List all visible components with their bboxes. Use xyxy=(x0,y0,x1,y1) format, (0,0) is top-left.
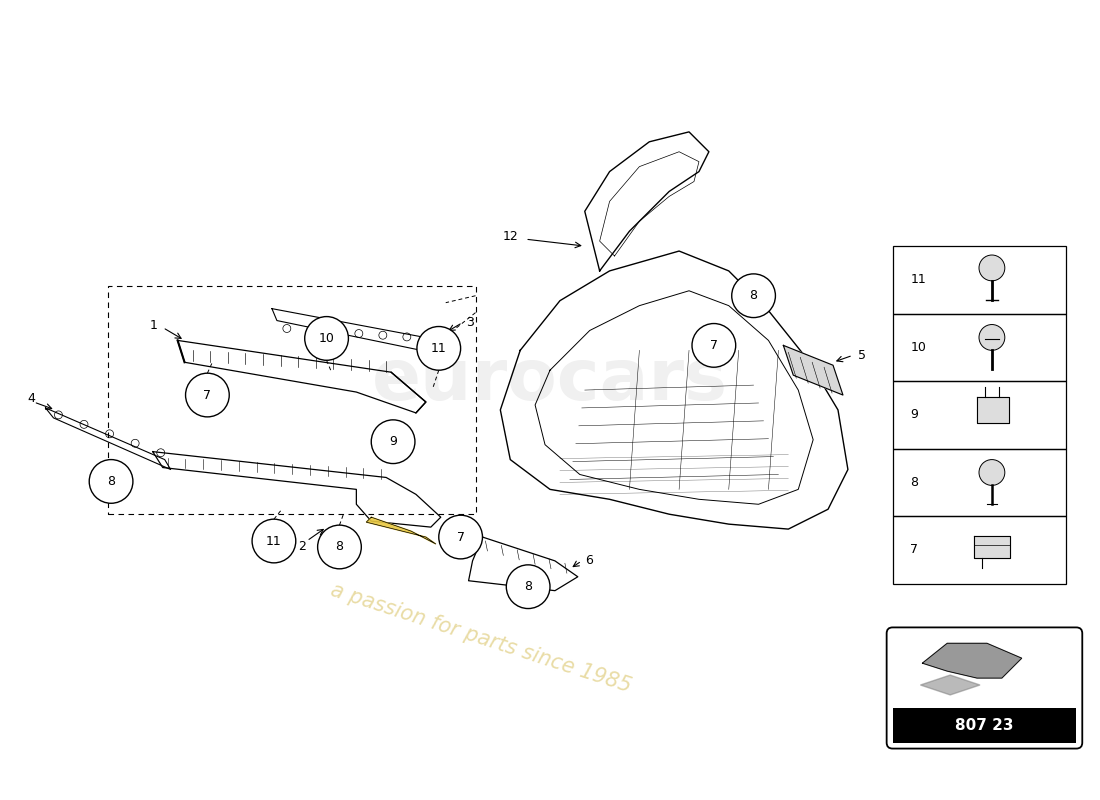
Text: 8: 8 xyxy=(749,290,758,302)
Polygon shape xyxy=(974,536,1010,558)
Text: 10: 10 xyxy=(319,332,334,345)
Bar xyxy=(892,246,1066,314)
Text: 8: 8 xyxy=(107,475,116,488)
Text: 7: 7 xyxy=(204,389,211,402)
Bar xyxy=(892,516,1066,584)
Polygon shape xyxy=(921,675,980,695)
Polygon shape xyxy=(923,643,1022,678)
Text: 9: 9 xyxy=(911,408,918,422)
Circle shape xyxy=(371,420,415,463)
FancyBboxPatch shape xyxy=(887,627,1082,749)
Text: 4: 4 xyxy=(28,391,35,405)
Circle shape xyxy=(439,515,483,559)
Circle shape xyxy=(692,323,736,367)
Text: 3: 3 xyxy=(465,316,473,329)
Circle shape xyxy=(318,525,361,569)
Circle shape xyxy=(979,459,1004,486)
Text: 8: 8 xyxy=(336,541,343,554)
Bar xyxy=(108,286,475,514)
Text: 8: 8 xyxy=(911,476,918,489)
Text: 7: 7 xyxy=(710,339,718,352)
Text: 6: 6 xyxy=(585,554,593,567)
Text: 11: 11 xyxy=(911,274,926,286)
Text: a passion for parts since 1985: a passion for parts since 1985 xyxy=(328,580,634,697)
Circle shape xyxy=(89,459,133,503)
Text: 1: 1 xyxy=(150,319,157,332)
Bar xyxy=(892,449,1066,516)
Bar xyxy=(892,381,1066,449)
Text: 807 23: 807 23 xyxy=(955,718,1014,733)
Text: 11: 11 xyxy=(266,534,282,547)
Circle shape xyxy=(252,519,296,563)
Text: 10: 10 xyxy=(911,341,926,354)
Text: 9: 9 xyxy=(389,435,397,448)
Circle shape xyxy=(979,255,1004,281)
Text: eurocars: eurocars xyxy=(372,346,728,414)
Text: 2: 2 xyxy=(298,541,306,554)
Polygon shape xyxy=(783,346,843,395)
Circle shape xyxy=(506,565,550,609)
Circle shape xyxy=(186,373,229,417)
Circle shape xyxy=(305,317,349,360)
Text: 11: 11 xyxy=(431,342,447,355)
Text: 7: 7 xyxy=(456,530,464,543)
Bar xyxy=(892,708,1076,742)
Text: 5: 5 xyxy=(858,349,866,362)
Circle shape xyxy=(732,274,775,318)
Text: 12: 12 xyxy=(503,230,518,242)
Polygon shape xyxy=(977,397,1009,423)
Bar xyxy=(892,314,1066,381)
Circle shape xyxy=(979,325,1004,350)
Text: 7: 7 xyxy=(911,543,918,557)
Text: 8: 8 xyxy=(525,580,532,593)
Polygon shape xyxy=(366,517,436,544)
Circle shape xyxy=(417,326,461,370)
